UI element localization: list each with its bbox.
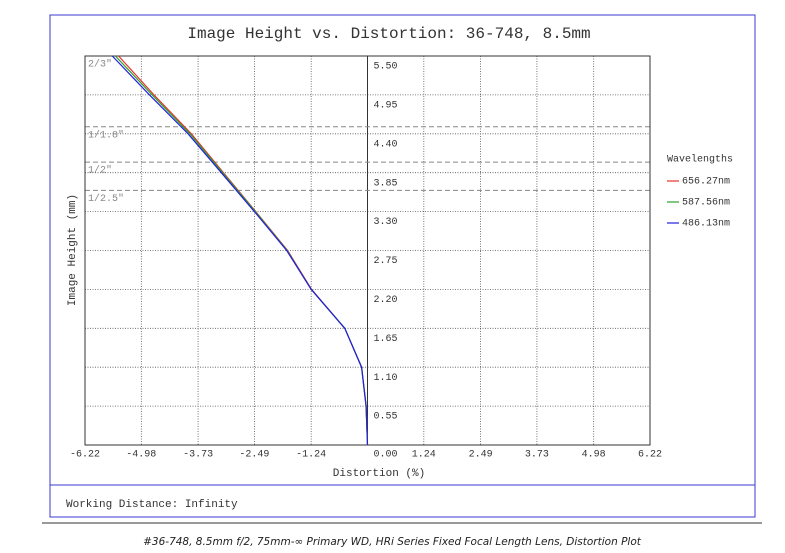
caption: #36-748, 8.5mm f/2, 75mm-∞ Primary WD, H… — [143, 536, 642, 548]
y-tick-label: 2.75 — [374, 256, 398, 267]
y-tick-label: 4.95 — [374, 101, 398, 112]
x-tick-label: 4.98 — [582, 450, 606, 461]
x-tick-label: -3.73 — [183, 450, 213, 461]
x-tick-label: 0.00 — [374, 450, 398, 461]
y-tick-label: 3.30 — [374, 217, 398, 228]
y-tick-label: 5.50 — [374, 62, 398, 73]
series-line — [111, 55, 369, 446]
y-tick-label: 0.55 — [374, 412, 398, 423]
y-tick-label: 1.10 — [374, 373, 398, 384]
legend-label: 656.27nm — [682, 177, 730, 188]
frame — [49, 14, 756, 518]
x-tick-label: 6.22 — [638, 450, 662, 461]
y-tick-label: 2.20 — [374, 295, 398, 306]
legend-title: Wavelengths — [667, 154, 733, 166]
legend-label: 486.13nm — [682, 219, 730, 230]
x-tick-label: -1.24 — [296, 450, 326, 461]
x-tick-label: -6.22 — [70, 450, 100, 461]
y-axis-label: Image Height (mm) — [67, 194, 79, 306]
y-tick-label: 3.85 — [374, 178, 398, 189]
x-tick-label: 1.24 — [412, 450, 436, 461]
sensor-label: 1/2" — [88, 165, 112, 177]
y-tick-label: 4.40 — [374, 139, 398, 150]
legend-label: 587.56nm — [682, 198, 730, 209]
x-tick-label: 3.73 — [525, 450, 549, 461]
x-tick-label: -2.49 — [239, 450, 269, 461]
sensor-label: 1/2.5" — [88, 193, 124, 205]
x-tick-label: 2.49 — [469, 450, 493, 461]
y-tick-label: 1.65 — [374, 334, 398, 345]
chart-title: Image Height vs. Distortion: 36-748, 8.5… — [187, 25, 590, 43]
sensor-label: 1/1.8" — [88, 129, 124, 141]
x-tick-label: -4.98 — [126, 450, 156, 461]
sensor-label: 2/3" — [88, 59, 112, 71]
footer: Working Distance: Infinity — [66, 499, 238, 511]
x-axis-label: Distortion (%) — [333, 468, 425, 480]
